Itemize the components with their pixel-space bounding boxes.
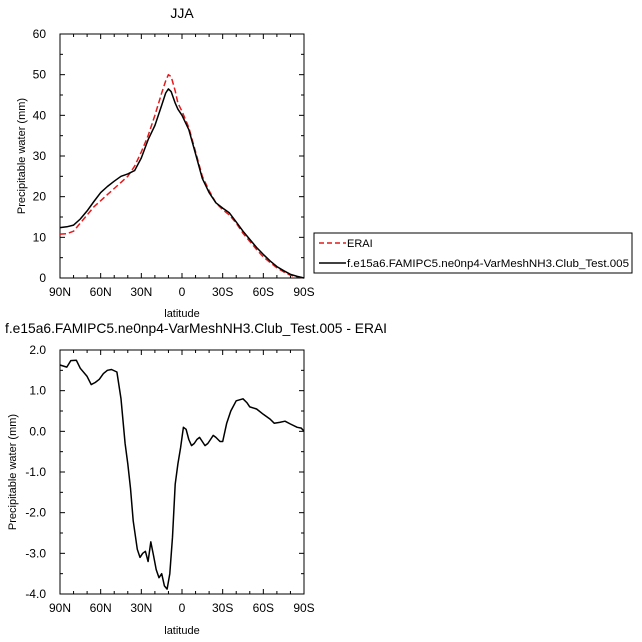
x-tick-label: 30N	[130, 601, 152, 615]
y-tick-label: -3.0	[25, 546, 46, 560]
chart-bottom-ticks: 90N 60N 30N 0 30S 60S 90S -4.0 -3.0 -2.0 -1.0 0.0 1.…	[25, 343, 314, 615]
y-tick-label: -1.0	[25, 465, 46, 479]
y-tick-label: 0	[39, 271, 46, 285]
y-tick-label: 2.0	[29, 343, 46, 357]
x-tick-label: 30S	[212, 601, 233, 615]
y-tick-label: -2.0	[25, 506, 46, 520]
y-tick-label: 0.0	[29, 424, 46, 438]
y-tick-label: 1.0	[29, 384, 46, 398]
x-tick-label: 90S	[293, 285, 314, 299]
chart-bottom-y-axis-label: Precipitable water (mm)	[7, 414, 19, 530]
chart-bottom-frame	[59, 349, 305, 595]
chart-top-frame	[59, 33, 305, 279]
series-line-difference	[59, 359, 305, 590]
y-tick-label: -4.0	[25, 587, 46, 601]
chart-top-x-axis-label: latitude	[164, 308, 199, 320]
x-tick-label: 60S	[253, 601, 274, 615]
y-tick-label: 30	[33, 149, 47, 163]
chart-bottom-title: f.e15a6.FAMIPC5.ne0np4-VarMeshNH3.Club_T…	[5, 320, 387, 336]
chart-top: JJA 90N 60N 30N 0 30S 60S 90S 0 10 20 30 40 50 60 lat…	[16, 5, 315, 320]
y-tick-label: 60	[33, 27, 47, 41]
series-line-erai	[59, 73, 305, 279]
x-tick-label: 90N	[49, 601, 71, 615]
x-tick-label: 60S	[253, 285, 274, 299]
legend-model-label: f.e15a6.FAMIPC5.ne0np4-VarMeshNH3.Club_T…	[347, 258, 629, 270]
chart-bottom: f.e15a6.FAMIPC5.ne0np4-VarMeshNH3.Club_T…	[5, 320, 387, 637]
y-tick-label: 20	[33, 190, 47, 204]
x-tick-label: 0	[179, 601, 186, 615]
chart-top-y-axis-label: Precipitable water (mm)	[16, 98, 28, 214]
legend-erai-label: ERAI	[347, 238, 373, 250]
chart-top-legend: ERAI f.e15a6.FAMIPC5.ne0np4-VarMeshNH3.C…	[313, 232, 633, 274]
chart-bottom-x-axis-label: latitude	[164, 625, 199, 637]
chart-bottom-series	[59, 359, 305, 590]
x-tick-label: 60N	[90, 601, 112, 615]
x-tick-label: 0	[179, 285, 186, 299]
x-tick-label: 30N	[130, 285, 152, 299]
y-tick-label: 10	[33, 230, 47, 244]
series-line-f-e15a6-famipc5-ne0np4-varmesh	[59, 88, 305, 279]
x-tick-label: 30S	[212, 285, 233, 299]
x-tick-label: 90N	[49, 285, 71, 299]
chart-top-series	[59, 73, 305, 279]
chart-top-title: JJA	[170, 5, 194, 21]
chart-top-ticks: 90N 60N 30N 0 30S 60S 90S 0 10 20 30 40 50 60	[33, 27, 315, 299]
y-tick-label: 50	[33, 68, 47, 82]
legend-box	[313, 232, 633, 274]
y-tick-label: 40	[33, 108, 47, 122]
x-tick-label: 90S	[293, 601, 314, 615]
x-tick-label: 60N	[90, 285, 112, 299]
